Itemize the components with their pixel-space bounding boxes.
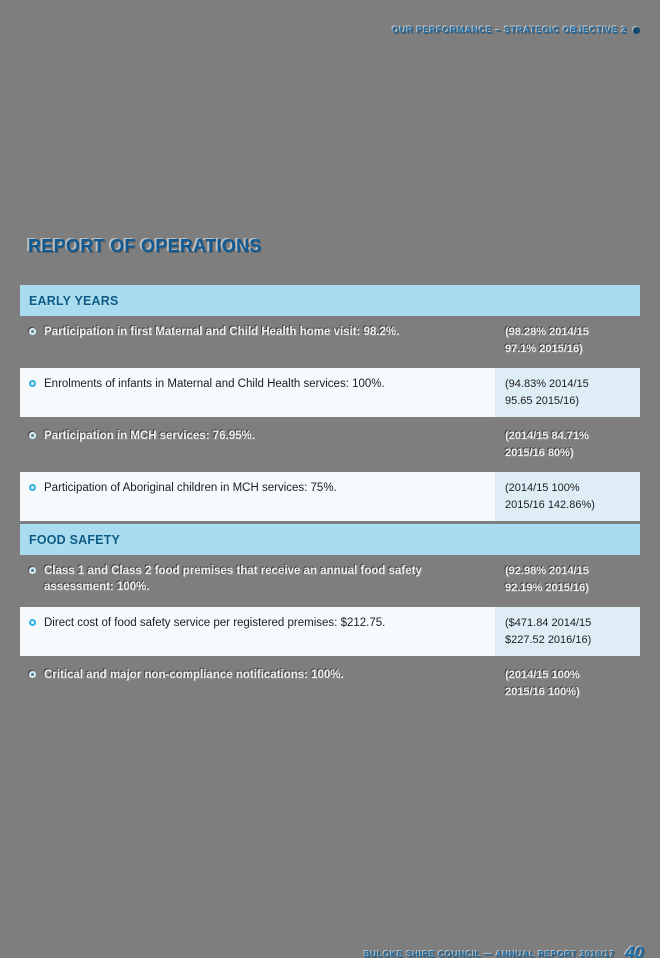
circle-bullet-icon — [29, 380, 36, 387]
running-header: OUR PERFORMANCE – STRATEGIC OBJECTIVE 2 — [392, 25, 640, 35]
footer-text: BULOKE SHIRE COUNCIL — ANNUAL REPORT 201… — [364, 949, 616, 958]
table-row: Critical and major non-compliance notifi… — [20, 659, 640, 708]
kpi-value-cell: (94.83% 2014/15 95.65 2015/16) — [495, 368, 640, 417]
kpi-value-line: 2015/16 100%) — [505, 685, 580, 698]
kpi-value-line: $227.52 2016/16) — [505, 633, 592, 646]
kpi-text: Participation in first Maternal and Chil… — [44, 326, 400, 338]
kpi-cell: Enrolments of infants in Maternal and Ch… — [20, 368, 495, 417]
kpi-value-line: (2014/15 100% — [505, 669, 580, 681]
kpi-value-line: (92.98% 2014/15 — [505, 565, 589, 577]
kpi-text: Direct cost of food safety service per r… — [44, 617, 386, 629]
kpi-table: EARLY YEARS Participation in first Mater… — [20, 285, 640, 708]
running-header-text: OUR PERFORMANCE – STRATEGIC OBJECTIVE 2 — [392, 25, 627, 35]
table-row: Enrolments of infants in Maternal and Ch… — [20, 368, 640, 417]
kpi-cell: Participation in first Maternal and Chil… — [20, 316, 495, 365]
circle-bullet-icon — [29, 328, 36, 335]
kpi-cell: Participation of Aboriginal children in … — [20, 472, 495, 521]
kpi-cell: Direct cost of food safety service per r… — [20, 607, 495, 656]
section-heading-early-years: EARLY YEARS — [20, 285, 640, 316]
kpi-value-line: 2015/16 80%) — [505, 446, 574, 459]
kpi-value-cell: (2014/15 84.71% 2015/16 80%) — [495, 420, 640, 469]
kpi-cell: Participation in MCH services: 76.95%. — [20, 420, 495, 469]
section-heading-food-safety: FOOD SAFETY — [20, 524, 640, 555]
circle-bullet-icon — [29, 671, 36, 678]
kpi-text: Critical and major non-compliance notifi… — [44, 669, 344, 681]
kpi-value-line: (98.28% 2014/15 — [505, 326, 589, 338]
kpi-value-line: 97.1% 2015/16) — [505, 342, 583, 355]
kpi-text: Enrolments of infants in Maternal and Ch… — [44, 378, 385, 390]
kpi-value-cell: (98.28% 2014/15 97.1% 2015/16) — [495, 316, 640, 365]
bullet-icon — [633, 26, 640, 34]
circle-bullet-icon — [29, 567, 36, 574]
circle-bullet-icon — [29, 432, 36, 439]
kpi-text: Participation in MCH services: 76.95%. — [44, 430, 255, 442]
kpi-text: Participation of Aboriginal children in … — [44, 482, 337, 494]
kpi-value-line: 2015/16 142.86%) — [505, 498, 595, 511]
page-number: 40 — [625, 943, 644, 958]
kpi-value-line: (2014/15 100% — [505, 482, 580, 494]
table-row: Participation in first Maternal and Chil… — [20, 316, 640, 365]
table-row: Class 1 and Class 2 food premises that r… — [20, 555, 640, 604]
kpi-text: Class 1 and Class 2 food premises that r… — [44, 565, 422, 593]
kpi-cell: Critical and major non-compliance notifi… — [20, 659, 495, 708]
kpi-value-line: 92.19% 2015/16) — [505, 581, 589, 594]
page-title: REPORT OF OPERATIONS — [28, 236, 262, 256]
table-row: Participation of Aboriginal children in … — [20, 472, 640, 521]
kpi-cell: Class 1 and Class 2 food premises that r… — [20, 555, 495, 604]
kpi-value-cell: (2014/15 100% 2015/16 142.86%) — [495, 472, 640, 521]
circle-bullet-icon — [29, 619, 36, 626]
kpi-value-line: (2014/15 84.71% — [505, 430, 589, 442]
section-heading-label: FOOD SAFETY — [29, 532, 121, 547]
table-row: Participation in MCH services: 76.95%. (… — [20, 420, 640, 469]
page-footer: BULOKE SHIRE COUNCIL — ANNUAL REPORT 201… — [364, 943, 644, 958]
table-row: Direct cost of food safety service per r… — [20, 607, 640, 656]
kpi-value-cell: (2014/15 100% 2015/16 100%) — [495, 659, 640, 708]
kpi-value-cell: ($471.84 2014/15 $227.52 2016/16) — [495, 607, 640, 656]
kpi-value-line: ($471.84 2014/15 — [505, 617, 592, 629]
section-heading-label: EARLY YEARS — [29, 293, 119, 308]
circle-bullet-icon — [29, 484, 36, 491]
kpi-value-cell: (92.98% 2014/15 92.19% 2015/16) — [495, 555, 640, 604]
kpi-value-line: 95.65 2015/16) — [505, 394, 580, 407]
kpi-value-line: (94.83% 2014/15 — [505, 378, 589, 390]
